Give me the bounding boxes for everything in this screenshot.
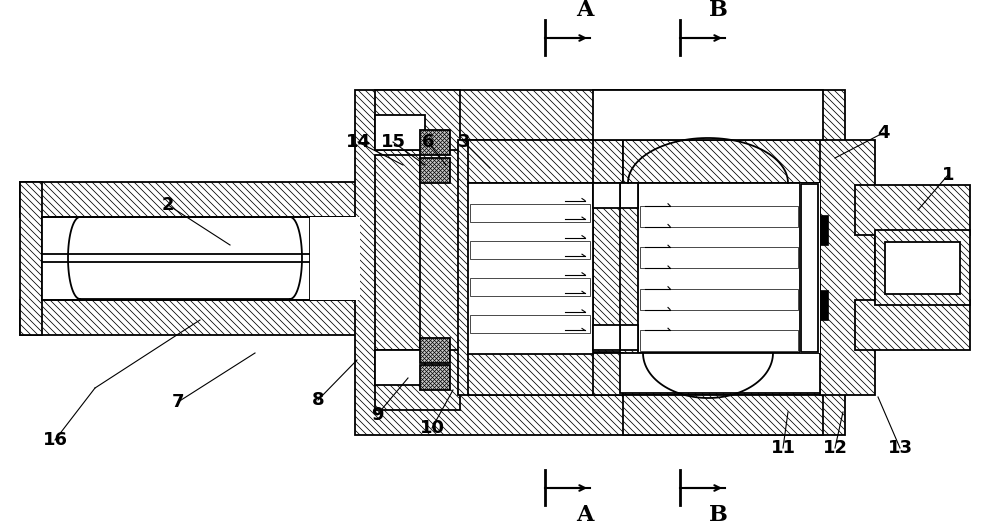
Polygon shape	[420, 158, 450, 183]
Text: 4: 4	[877, 124, 889, 142]
Polygon shape	[20, 182, 42, 335]
Text: B: B	[709, 504, 727, 526]
Polygon shape	[640, 185, 798, 206]
Bar	[620, 325, 638, 350]
Bar	[800, 183, 820, 353]
Polygon shape	[620, 140, 820, 395]
Polygon shape	[20, 300, 360, 335]
Polygon shape	[593, 353, 623, 395]
Bar	[885, 242, 960, 294]
Polygon shape	[355, 90, 845, 435]
Polygon shape	[470, 222, 590, 241]
Polygon shape	[640, 268, 798, 289]
Bar	[375, 115, 425, 150]
Bar	[640, 247, 798, 268]
Polygon shape	[420, 338, 450, 363]
Polygon shape	[640, 227, 798, 247]
Bar	[470, 315, 590, 333]
Bar	[310, 217, 360, 300]
Polygon shape	[470, 296, 590, 315]
Polygon shape	[310, 217, 360, 300]
Polygon shape	[313, 218, 357, 299]
Bar	[593, 183, 620, 208]
Bar	[638, 183, 800, 353]
Text: 3: 3	[458, 133, 470, 151]
Text: A: A	[576, 504, 594, 526]
Polygon shape	[375, 90, 460, 150]
Bar	[375, 350, 425, 385]
Polygon shape	[375, 350, 460, 410]
Bar	[640, 289, 798, 309]
Polygon shape	[800, 183, 820, 353]
Text: 10: 10	[420, 419, 444, 437]
Text: 16: 16	[42, 431, 68, 449]
Text: 13: 13	[888, 439, 912, 457]
Polygon shape	[468, 352, 623, 395]
Polygon shape	[623, 140, 823, 183]
Bar	[801, 184, 818, 352]
Bar	[640, 330, 798, 351]
Bar	[640, 206, 798, 227]
Polygon shape	[593, 183, 623, 353]
Bar	[593, 325, 620, 350]
Polygon shape	[458, 140, 603, 395]
Polygon shape	[20, 182, 360, 217]
Bar	[470, 278, 590, 296]
Polygon shape	[470, 333, 590, 352]
Bar	[820, 290, 828, 320]
Polygon shape	[820, 140, 875, 395]
Text: 12: 12	[822, 439, 848, 457]
Text: B: B	[709, 0, 727, 21]
Text: 14: 14	[346, 133, 370, 151]
Text: A: A	[576, 0, 594, 21]
Polygon shape	[470, 185, 590, 204]
Polygon shape	[593, 140, 623, 183]
Polygon shape	[855, 300, 970, 350]
Bar	[593, 90, 823, 140]
Bar	[470, 204, 590, 222]
Text: 11: 11	[770, 439, 796, 457]
Polygon shape	[640, 309, 798, 330]
Polygon shape	[375, 155, 420, 350]
Polygon shape	[875, 230, 970, 305]
Bar	[820, 215, 828, 245]
Polygon shape	[623, 395, 823, 435]
Polygon shape	[468, 140, 623, 183]
Polygon shape	[420, 130, 450, 155]
Bar	[620, 183, 638, 208]
Polygon shape	[855, 185, 970, 235]
Text: 2: 2	[162, 196, 174, 214]
Bar	[620, 353, 820, 393]
Bar	[470, 241, 590, 259]
Polygon shape	[420, 365, 450, 390]
Bar	[42, 217, 310, 300]
Text: 15: 15	[380, 133, 406, 151]
Text: 6: 6	[422, 133, 434, 151]
Text: 9: 9	[371, 406, 383, 424]
Text: 8: 8	[312, 391, 324, 409]
Polygon shape	[470, 259, 590, 278]
Text: 7: 7	[172, 393, 184, 411]
Text: 1: 1	[942, 166, 954, 184]
Bar	[468, 183, 593, 354]
